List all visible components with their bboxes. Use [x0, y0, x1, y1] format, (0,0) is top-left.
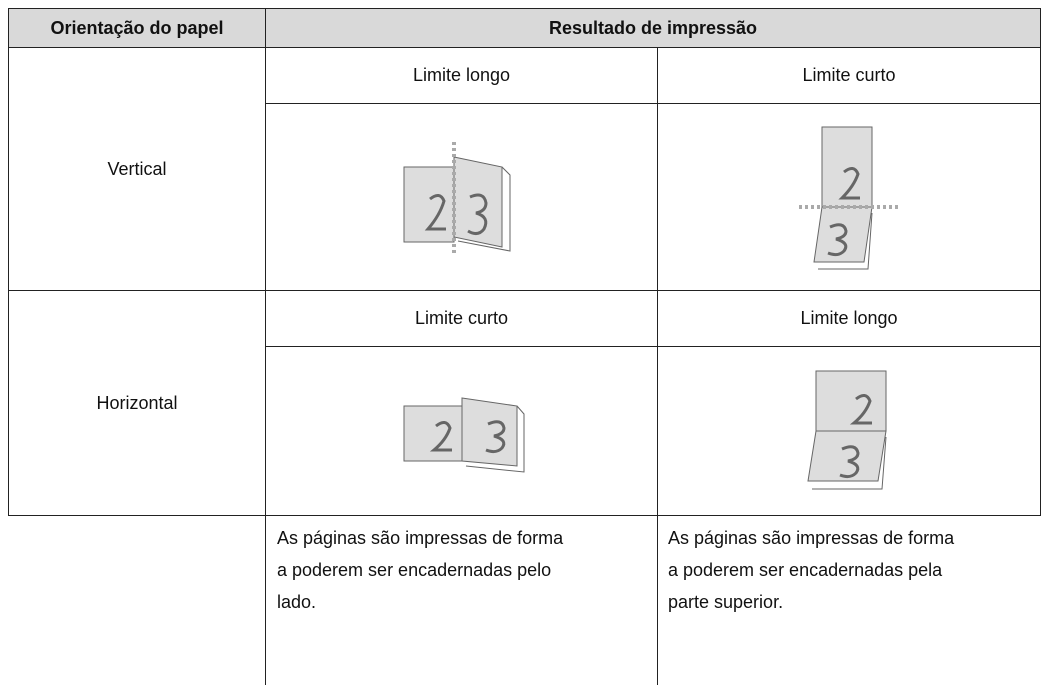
option: Limite longo [412, 65, 511, 85]
option: Limite curto [802, 65, 896, 85]
note: As páginas são impressas de forma a pode… [668, 528, 955, 612]
side-binding-icon [403, 397, 524, 473]
option-cell: Limite longo [265, 47, 658, 104]
option-cell: Limite curto [657, 47, 1041, 104]
orientation-cell: Horizontal [8, 290, 266, 516]
orientation: Vertical [107, 158, 167, 179]
top-binding-icon [799, 126, 899, 270]
side-binding-icon [403, 142, 510, 255]
note: As páginas são impressas de forma a pode… [277, 528, 564, 612]
option: Limite longo [800, 308, 898, 328]
orientation-cell: Vertical [8, 47, 266, 291]
image-cell [265, 346, 658, 516]
image-cell [657, 103, 1041, 291]
image-cell [657, 346, 1041, 516]
header-text: Resultado de impressão [548, 17, 758, 38]
option-cell: Limite longo [657, 290, 1041, 347]
header-cell: Resultado de impressão [265, 8, 1041, 48]
header-text: Orientação do papel [50, 17, 224, 38]
header-cell: Orientação do papel [8, 8, 266, 48]
orientation: Horizontal [96, 392, 178, 413]
option: Limite curto [414, 308, 509, 328]
divider [265, 515, 266, 685]
divider [657, 515, 658, 685]
option-cell: Limite curto [265, 290, 658, 347]
top-binding-icon [807, 370, 887, 490]
image-cell [265, 103, 658, 291]
